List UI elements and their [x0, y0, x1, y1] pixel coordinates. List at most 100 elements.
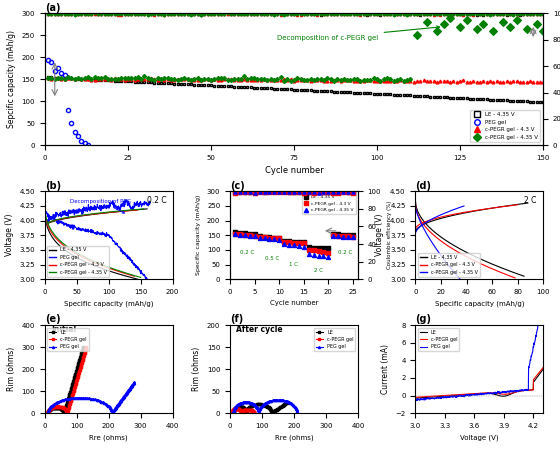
- Point: [439, 21, 448, 28]
- c-PEGR gel: [76, 370, 82, 375]
- Point: [284, 188, 293, 195]
- LE - 4.35 V: [255, 232, 264, 239]
- Point: [275, 188, 284, 195]
- Line: LE: LE: [416, 369, 543, 398]
- c-PEGR gel: [517, 388, 524, 394]
- Point: [290, 188, 298, 195]
- LE - 4.35 V: [344, 231, 353, 238]
- Legend: LE, c-PEGR gel, PEG gel: LE, c-PEGR gel, PEG gel: [47, 328, 89, 352]
- Line: PEG gel: PEG gel: [232, 399, 298, 414]
- PEG gel: [49, 403, 55, 408]
- X-axis label: Voltage (V): Voltage (V): [460, 434, 498, 441]
- Point: [339, 189, 348, 196]
- Point: [260, 189, 269, 196]
- c-PEGR gel - 4.3 V: [284, 239, 293, 246]
- Legend: LE - 4.35 V, c-PEGR gel - 4.3 V, c-PEGR gel - 4.35 V: LE - 4.35 V, c-PEGR gel - 4.3 V, c-PEGR …: [302, 194, 356, 214]
- c-PEGR gel - 4.35 V: [235, 231, 244, 238]
- Text: (c): (c): [230, 180, 245, 190]
- LE - 4.35 V: [314, 244, 323, 251]
- c-PEGR gel - 4.3 V: [304, 247, 313, 254]
- c-PEGR gel - 4.3 V: [344, 233, 353, 240]
- Point: [279, 188, 288, 195]
- Point: [432, 27, 441, 35]
- LE: [62, 405, 69, 410]
- c-PEGR gel - 4.35 V: [334, 233, 343, 240]
- Point: [275, 189, 284, 196]
- Point: [275, 188, 284, 195]
- c-PEGR gel: [474, 391, 480, 396]
- Line: c-PEGR gel: c-PEGR gel: [231, 408, 255, 414]
- Point: [339, 189, 348, 196]
- Point: [334, 189, 343, 196]
- Point: [235, 189, 244, 196]
- c-PEGR gel - 4.3 V: [231, 230, 240, 238]
- c-PEGR gel - 4.35 V: [324, 254, 333, 261]
- LE - 4.35 V: [319, 245, 328, 252]
- c-PEGR gel - 4.3 V: [339, 233, 348, 240]
- c-PEGR gel: [488, 390, 495, 396]
- PEG gel: [128, 384, 134, 390]
- Point: [265, 189, 274, 196]
- c-PEGR gel - 4.3 V: [319, 248, 328, 255]
- LE - 4.35 V: [295, 238, 304, 246]
- LE: [540, 366, 547, 372]
- LE: [230, 408, 237, 413]
- Text: Initial: Initial: [51, 325, 76, 334]
- Point: [245, 188, 254, 195]
- LE - 4.35 V: [334, 231, 343, 238]
- X-axis label: Rre (ohms): Rre (ohms): [275, 434, 313, 441]
- c-PEGR gel - 4.3 V: [348, 233, 357, 240]
- Point: [255, 188, 264, 195]
- LE - 4.35 V: [279, 237, 288, 244]
- Point: [348, 189, 357, 196]
- Point: [344, 189, 353, 196]
- Legend: LE, c-PEGR gel, PEG gel: LE, c-PEGR gel, PEG gel: [314, 328, 356, 352]
- Text: 0.2 C: 0.2 C: [240, 250, 254, 255]
- c-PEGR gel - 4.3 V: [290, 239, 298, 247]
- Text: 0.5 C: 0.5 C: [264, 256, 279, 261]
- Point: [489, 27, 498, 35]
- LE: [45, 410, 52, 416]
- Point: [319, 189, 328, 196]
- c-PEGR gel: [64, 410, 71, 416]
- c-PEGR gel - 4.35 V: [319, 253, 328, 260]
- c-PEGR gel - 4.35 V: [304, 251, 313, 258]
- c-PEGR gel - 4.35 V: [260, 234, 269, 242]
- Text: Decomposition of PEG: Decomposition of PEG: [71, 199, 132, 213]
- Point: [539, 27, 548, 35]
- LE - 4.35 V: [231, 229, 240, 236]
- c-PEGR gel - 4.35 V: [245, 232, 254, 239]
- c-PEGR gel - 4.35 V: [284, 241, 293, 248]
- LE - 4.35 V: [300, 239, 309, 246]
- Point: [231, 189, 240, 196]
- c-PEGR gel: [250, 409, 257, 415]
- Point: [265, 188, 274, 195]
- c-PEGR gel - 4.35 V: [255, 234, 264, 241]
- Line: c-PEGR gel: c-PEGR gel: [416, 367, 543, 397]
- PEG gel: [54, 400, 60, 405]
- Point: [348, 189, 357, 196]
- LE: [67, 387, 74, 392]
- LE - 4.35 V: [260, 233, 269, 240]
- c-PEGR gel - 4.3 V: [329, 232, 338, 239]
- PEG gel: [131, 380, 138, 385]
- c-PEGR gel - 4.35 V: [270, 236, 279, 243]
- Point: [472, 25, 481, 32]
- Point: [348, 189, 357, 196]
- PEG gel: [292, 405, 298, 410]
- Point: [265, 188, 274, 195]
- Y-axis label: Rim (ohms): Rim (ohms): [192, 347, 202, 391]
- Point: [522, 25, 531, 32]
- Text: 2 C: 2 C: [314, 268, 323, 273]
- Point: [506, 23, 515, 30]
- c-PEGR gel: [250, 409, 257, 414]
- c-PEGR gel - 4.35 V: [290, 242, 298, 249]
- Point: [290, 189, 298, 196]
- c-PEGR gel - 4.35 V: [250, 233, 259, 240]
- c-PEGR gel - 4.3 V: [334, 232, 343, 239]
- Point: [240, 189, 249, 196]
- Point: [245, 189, 254, 196]
- c-PEGR gel - 4.35 V: [314, 252, 323, 260]
- Point: [422, 19, 431, 26]
- LE - 4.35 V: [270, 234, 279, 242]
